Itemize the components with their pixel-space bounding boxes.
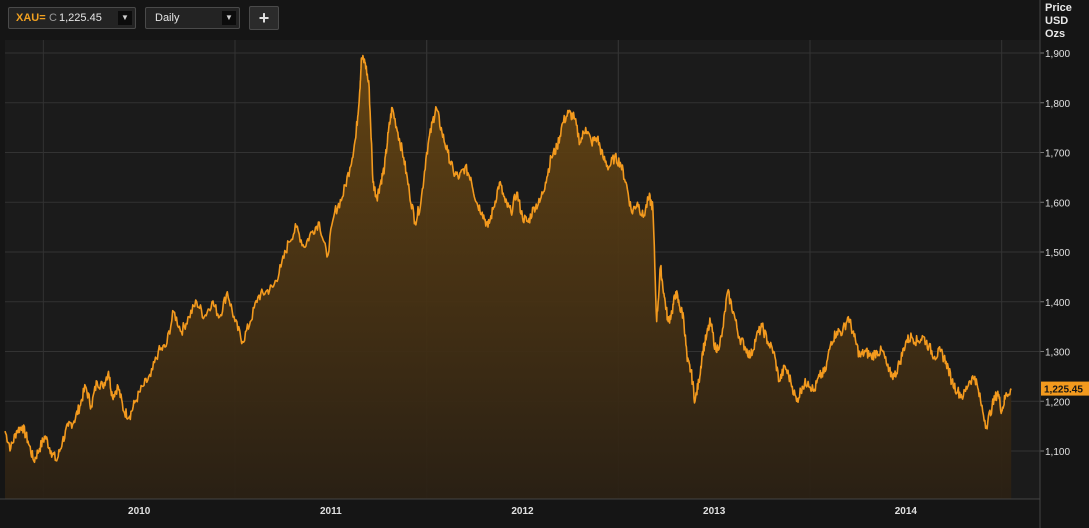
chevron-down-icon[interactable]: ▼	[222, 11, 236, 25]
last-price-label: 1,225.45	[1044, 385, 1083, 396]
y-tick-label: 1,400	[1045, 298, 1070, 309]
y-axis-unit-label: Price USD Ozs	[1045, 2, 1089, 41]
series-marks	[4, 54, 1012, 499]
y-unit-line: USD	[1045, 15, 1069, 27]
y-unit-line: Price	[1045, 2, 1072, 14]
plus-icon: +	[258, 8, 270, 28]
y-unit-line: Ozs	[1045, 28, 1066, 40]
y-tick-label: 1,900	[1045, 49, 1070, 60]
add-button[interactable]: +	[249, 6, 279, 30]
y-tick-label: 1,500	[1045, 248, 1070, 259]
x-tick-label: 2014	[895, 506, 918, 517]
x-tick-label: 2011	[320, 506, 342, 517]
close-flag: C	[49, 12, 57, 24]
x-tick-label: 2012	[511, 506, 534, 517]
y-tick-label: 1,100	[1045, 447, 1070, 458]
last-value: 1,225.45	[59, 12, 102, 24]
symbol-select[interactable]: XAU= C 1,225.45 ▼	[8, 7, 136, 29]
y-tick-label: 1,700	[1045, 149, 1070, 160]
series-line	[4, 54, 1012, 464]
symbol-code: XAU=	[16, 12, 46, 24]
y-tick-label: 1,800	[1045, 99, 1070, 110]
interval-select[interactable]: Daily ▼	[145, 7, 240, 29]
chart-toolbar: XAU= C 1,225.45 ▼ Daily ▼ +	[0, 0, 1040, 38]
x-tick-label: 2010	[128, 506, 151, 517]
x-tick-label: 2013	[703, 506, 726, 517]
y-tick-label: 1,200	[1045, 397, 1070, 408]
y-tick-label: 1,300	[1045, 348, 1070, 359]
interval-label: Daily	[155, 12, 180, 24]
series-area-fill	[5, 55, 1012, 499]
chevron-down-icon[interactable]: ▼	[118, 11, 132, 25]
last-price-tag	[1041, 381, 1089, 396]
y-tick-label: 1,600	[1045, 198, 1070, 209]
